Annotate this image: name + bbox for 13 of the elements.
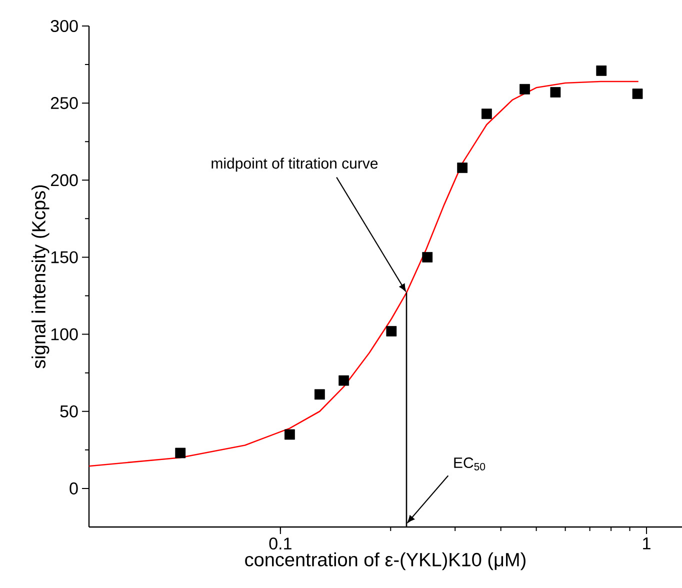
y-tick-label: 150 xyxy=(51,251,78,264)
y-tick-label: 200 xyxy=(50,174,78,186)
x-tick-label: 0.1 xyxy=(269,538,292,550)
y-tick-label: 250 xyxy=(50,97,78,110)
x-tick-label: 1 xyxy=(643,538,650,550)
y-tick-label: 50 xyxy=(60,405,78,418)
x-axis-title: concentration of ε-(YKL)K10 (μM) xyxy=(245,552,526,570)
y-axis-title: signal intensity (Kcps) xyxy=(32,185,50,368)
annotation: midpoint of titration curve xyxy=(212,158,378,172)
annotation: EC$_{50}$ xyxy=(454,457,486,470)
y-tick-label: 0 xyxy=(70,482,78,494)
y-tick-label: 300 xyxy=(50,20,78,32)
y-tick-label: 100 xyxy=(51,328,78,340)
